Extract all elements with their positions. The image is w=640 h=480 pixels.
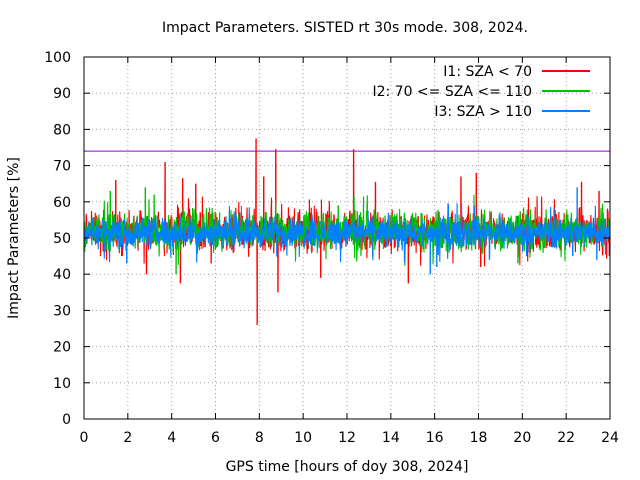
chart-title: Impact Parameters. SISTED rt 30s mode. 3… [162,20,528,36]
x-tick-label: 8 [255,430,264,446]
y-tick-label: 60 [53,195,71,211]
x-tick-label: 12 [338,430,356,446]
series-group [83,138,611,325]
x-tick-label: 2 [123,430,132,446]
y-axis-label: Impact Parameters [%] [6,157,22,319]
legend-label: I2: 70 <= SZA <= 110 [372,84,532,100]
x-tick-label: 24 [601,430,619,446]
x-tick-label: 20 [513,430,531,446]
legend-label: I1: SZA < 70 [443,64,532,80]
legend: I1: SZA < 70 I2: 70 <= SZA <= 110 I3: SZA … [372,64,590,120]
y-tick-label: 70 [53,159,71,175]
y-tick-label: 90 [53,86,71,102]
series-line [83,187,611,275]
x-tick-label: 18 [470,430,488,446]
x-tick-label: 14 [382,430,400,446]
y-tick-label: 80 [53,122,71,138]
legend-label: I3: SZA > 110 [434,104,532,120]
x-tick-label: 22 [557,430,575,446]
y-tick-label: 50 [53,231,71,247]
series-3 [83,187,611,275]
x-axis-label: GPS time [hours of doy 308, 2024] [226,459,469,475]
x-tick-label: 6 [211,430,220,446]
axis-ticks: 0 2 4 6 8 10 12 14 16 18 20 22 240102030405060708090… [44,50,619,446]
y-tick-label: 0 [62,412,71,428]
y-tick-label: 30 [53,303,71,319]
x-tick-label: 4 [167,430,176,446]
y-tick-label: 10 [53,376,71,392]
x-tick-label: 0 [80,430,89,446]
y-tick-label: 20 [53,340,71,356]
x-tick-label: 10 [294,430,312,446]
y-tick-label: 40 [53,267,71,283]
y-tick-label: 100 [44,50,71,66]
x-tick-label: 16 [426,430,444,446]
